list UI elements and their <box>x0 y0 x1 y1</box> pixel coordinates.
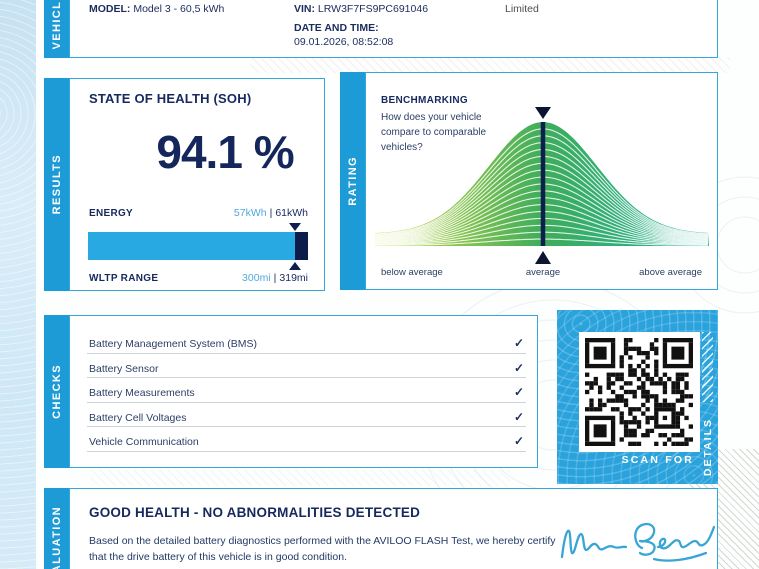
benchmarking-title: BENCHMARKING <box>381 95 468 106</box>
evaluation-tab: EVALUATION <box>44 488 69 569</box>
vin-value: LRW3F7FS9PC691046 <box>317 3 429 15</box>
checks-tab-label: CHECKS <box>50 364 63 419</box>
energy-bar-fill <box>88 232 296 260</box>
checkmark-icon: ✓ <box>513 360 524 375</box>
model-field: MODEL: Model 3 - 60,5 kWh <box>89 3 224 15</box>
check-label: Battery Management System (BMS) <box>89 338 258 350</box>
energy-divider: | <box>269 207 273 219</box>
limited-text: Limited <box>505 3 539 15</box>
wltp-values: 300mi | 319mi <box>242 272 308 284</box>
wltp-current: 300mi <box>242 272 271 284</box>
energy-row: ENERGY 57kWh | 61kWh <box>89 207 308 219</box>
vin-label: VIN: <box>294 3 315 15</box>
energy-values: 57kWh | 61kWh <box>234 207 308 219</box>
left-margin-pattern <box>0 0 36 569</box>
security-pattern-hatch-mid <box>90 470 510 486</box>
rating-tab-label: RATING <box>346 156 359 206</box>
checkmark-icon: ✓ <box>513 336 524 350</box>
checks-box: Battery Management System (BMS) ✓ Battery … <box>69 315 538 468</box>
rating-box: BENCHMARKING How does your vehicle compa… <box>365 72 718 290</box>
wltp-divider: | <box>273 272 277 284</box>
security-pattern-hatch-top <box>250 57 730 73</box>
vin-field: VIN: LRW3F7FS9PC691046 <box>294 3 428 15</box>
energy-label: ENERGY <box>89 208 134 219</box>
results-tab: RESULTS <box>44 78 69 291</box>
soh-marker-bottom-icon <box>289 262 302 270</box>
qr-card: SCAN FOR DETAILS <box>557 310 718 484</box>
energy-total: 61kWh <box>275 207 308 219</box>
checkmark-icon: ✓ <box>513 409 524 424</box>
check-label: Vehicle Communication <box>89 436 199 448</box>
check-row: Battery Management System (BMS) ✓ <box>87 329 526 354</box>
evaluation-body: Based on the detailed battery diagnostic… <box>89 535 556 564</box>
check-label: Battery Cell Voltages <box>89 411 187 424</box>
wltp-total: 319mi <box>279 272 308 284</box>
signature <box>560 523 716 562</box>
evaluation-tab-label: EVALUATION <box>50 506 63 569</box>
details-label: DETAILS <box>702 417 714 476</box>
energy-current: 57kWh <box>233 207 267 219</box>
evaluation-box: GOOD HEALTH - NO ABNORMALITIES DETECTED … <box>69 488 718 569</box>
model-label: MODEL: <box>89 3 131 15</box>
vehicle-tab: VEHICLE <box>44 0 69 58</box>
soh-bar <box>88 223 308 270</box>
check-label: Battery Sensor <box>89 362 159 375</box>
scan-for-label: SCAN FOR <box>621 454 694 466</box>
soh-title: STATE OF HEALTH (SOH) <box>89 91 252 106</box>
model-value: Model 3 - 60,5 kWh <box>133 3 225 15</box>
wltp-row: WLTP RANGE 300mi | 319mi <box>89 272 308 284</box>
datetime-value: 09.01.2026, 08:52:08 <box>294 36 394 48</box>
qr-code <box>585 338 693 446</box>
checks-tab: CHECKS <box>44 315 69 468</box>
check-row: Battery Measurements ✓ <box>87 378 526 403</box>
wltp-label: WLTP RANGE <box>89 273 159 284</box>
benchmark-chart <box>375 107 709 264</box>
check-row: Battery Cell Voltages ✓ <box>87 403 526 427</box>
benchmarking-question: How does your vehicle compare to compara… <box>381 112 487 153</box>
details-hatch-pattern <box>702 332 713 402</box>
soh-marker-top-icon <box>289 223 302 231</box>
checkmark-icon: ✓ <box>513 434 524 448</box>
checks-list: Battery Management System (BMS) ✓ Battery … <box>87 329 526 452</box>
results-tab-label: RESULTS <box>50 154 63 215</box>
qr-code-background <box>579 332 700 452</box>
vehicle-box: MODEL: Model 3 - 60,5 kWh VIN: LRW3F7FS9… <box>69 0 718 58</box>
evaluation-heading: GOOD HEALTH - NO ABNORMALITIES DETECTED <box>89 505 421 520</box>
axis-label-average: average <box>525 267 561 278</box>
datetime-label: DATE AND TIME: <box>294 22 379 34</box>
rating-tab: RATING <box>340 72 365 290</box>
check-row: Battery Sensor ✓ <box>87 354 526 378</box>
vehicle-tab-label: VEHICLE <box>50 0 63 50</box>
results-box: STATE OF HEALTH (SOH) 94.1 % ENERGY 57kW… <box>69 78 325 291</box>
axis-label-above: above average <box>639 267 702 278</box>
energy-bar-remaining <box>295 232 308 260</box>
soh-value: 94.1 % <box>156 126 294 178</box>
check-label: Battery Measurements <box>89 387 195 399</box>
check-row: Vehicle Communication ✓ <box>87 427 526 452</box>
axis-label-below: below average <box>381 267 443 278</box>
checkmark-icon: ✓ <box>513 385 524 399</box>
